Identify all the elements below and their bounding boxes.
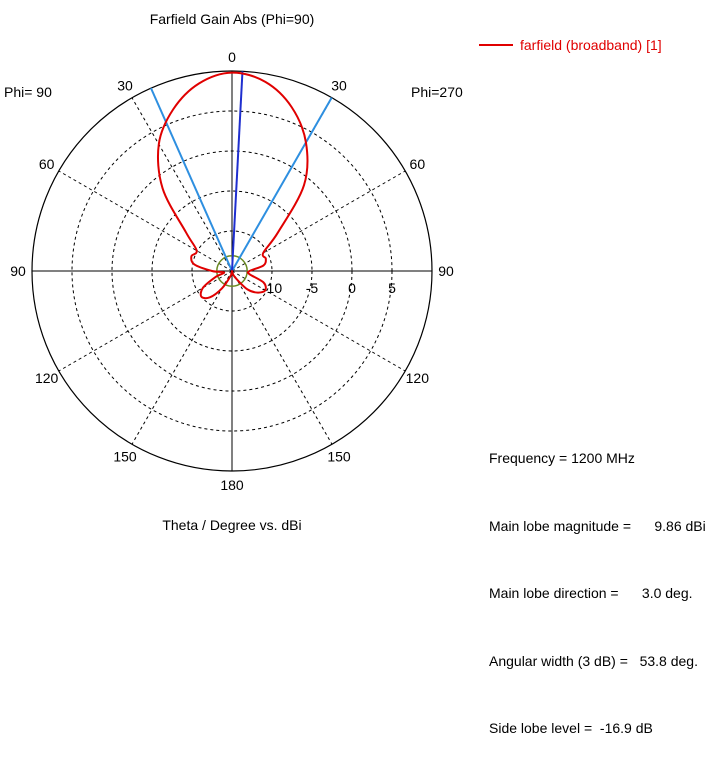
angle-tick-label: 30 xyxy=(331,78,347,94)
angle-tick-label: 30 xyxy=(117,78,133,94)
angle-tick-label: 120 xyxy=(35,370,59,386)
beam-markers xyxy=(150,71,333,287)
radial-tick-labels: -10 -5 0 5 xyxy=(262,280,396,296)
beam-width-line xyxy=(231,97,333,272)
info-frequency: Frequency = 1200 MHz xyxy=(489,450,635,466)
grid-spoke xyxy=(58,270,233,372)
angle-tick-label: 60 xyxy=(410,156,426,172)
angle-tick-label: 150 xyxy=(327,448,351,464)
angle-tick-label: 0 xyxy=(228,49,236,65)
radial-tick-label: -10 xyxy=(262,280,282,296)
grid-spoke xyxy=(131,270,233,445)
angle-tick-labels: 0 30 30 60 60 90 90 120 120 150 150 180 xyxy=(10,49,454,493)
angle-tick-label: 180 xyxy=(220,477,244,493)
info-main-lobe-direction: Main lobe direction = 3.0 deg. xyxy=(489,585,693,601)
grid-spoke xyxy=(231,270,333,445)
grid-spoke xyxy=(131,97,233,272)
phi-left-label: Phi= 90 xyxy=(4,84,52,100)
angle-tick-label: 90 xyxy=(10,263,26,279)
farfield-trace xyxy=(157,71,309,300)
phi-right-label: Phi=270 xyxy=(411,84,463,100)
main-lobe-line xyxy=(231,71,244,272)
polar-chart: Farfield Gain Abs (Phi=90) Phi= 90 Phi=2… xyxy=(4,11,662,533)
angle-tick-label: 60 xyxy=(39,156,55,172)
grid-spoke xyxy=(231,270,406,372)
legend-entry: farfield (broadband) [1] xyxy=(520,37,662,53)
angle-tick-label: 120 xyxy=(406,370,430,386)
info-side-lobe-level: Side lobe level = -16.9 dB xyxy=(489,720,653,736)
angle-tick-label: 150 xyxy=(113,448,137,464)
radial-tick-label: 0 xyxy=(348,280,356,296)
x-axis-label: Theta / Degree vs. dBi xyxy=(162,517,301,533)
radial-tick-label: 5 xyxy=(388,280,396,296)
info-main-lobe-magnitude: Main lobe magnitude = 9.86 dBi xyxy=(489,517,706,534)
chart-title: Farfield Gain Abs (Phi=90) xyxy=(150,11,315,27)
radial-tick-label: -5 xyxy=(306,280,319,296)
info-angular-width: Angular width (3 dB) = 53.8 deg. xyxy=(489,652,698,669)
trace-layer xyxy=(157,71,309,300)
grid-spoke xyxy=(231,170,406,272)
beam-width-line xyxy=(150,87,233,272)
info-panel: Frequency = 1200 MHz Main lobe magnitude… xyxy=(489,402,706,762)
grid-spoke xyxy=(58,170,233,272)
legend: farfield (broadband) [1] xyxy=(479,37,662,53)
angle-tick-label: 90 xyxy=(438,263,454,279)
